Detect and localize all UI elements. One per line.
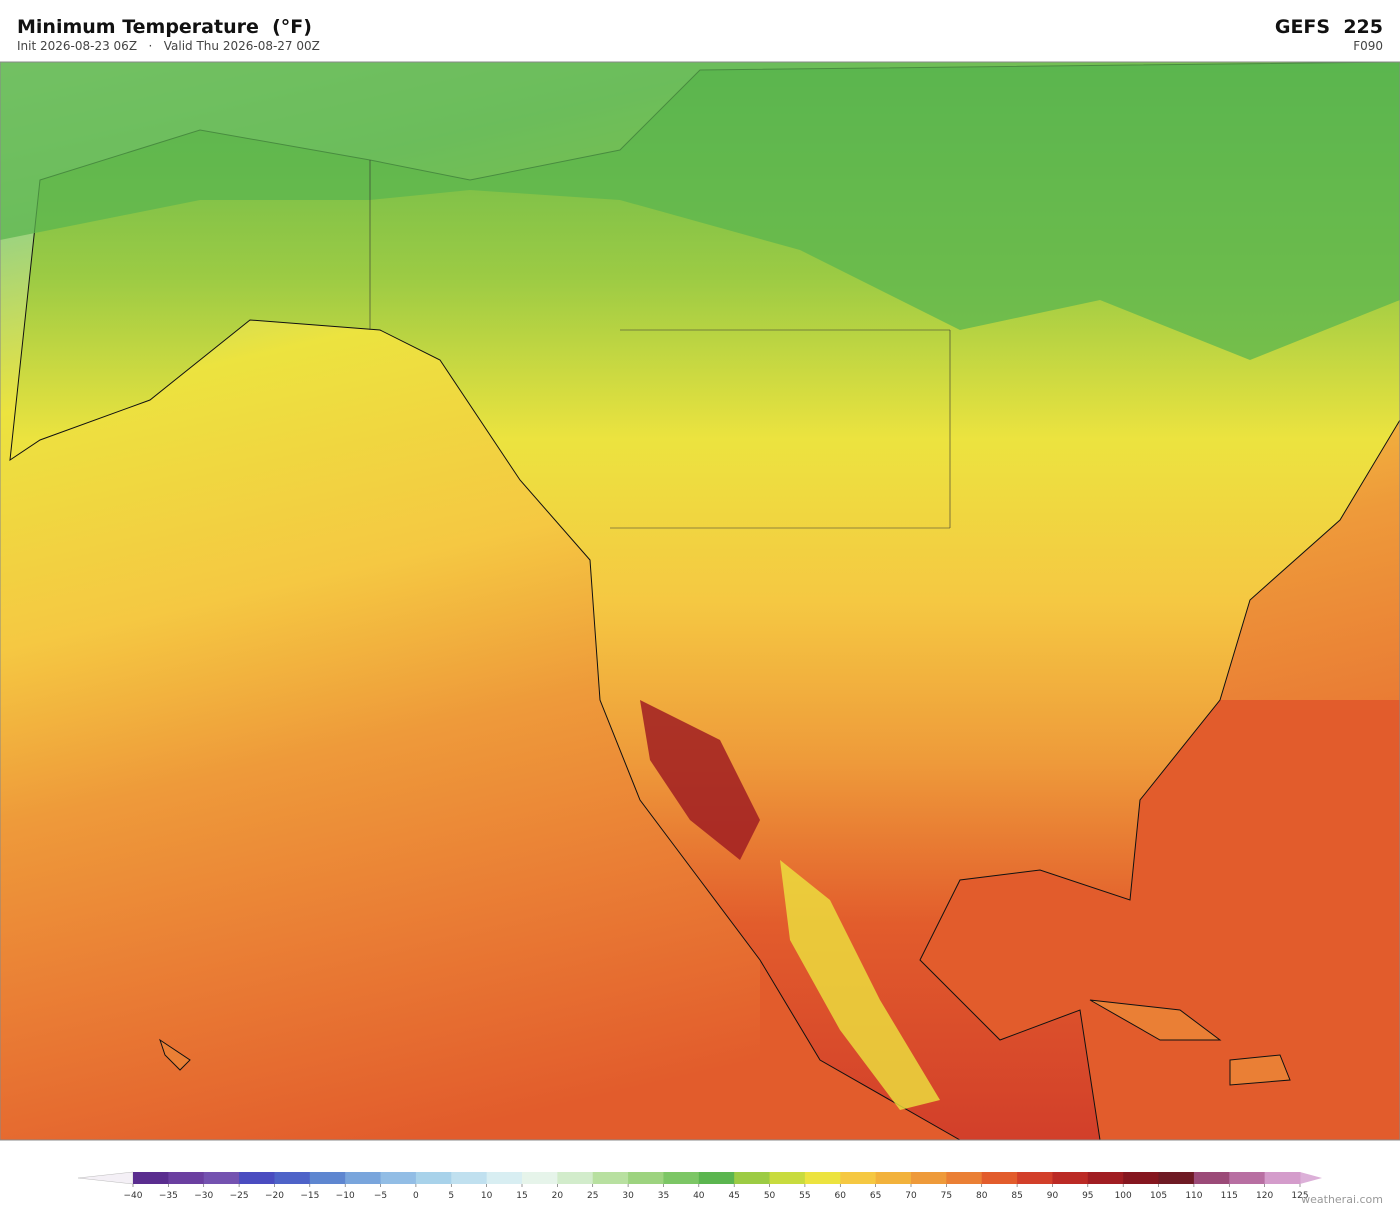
arctic-cool: [0, 62, 1400, 360]
colorbar-bin: [1017, 1172, 1053, 1184]
map-area: [0, 61, 1400, 1141]
colorbar-bin: [734, 1172, 771, 1184]
colorbar-tick-label: 70: [905, 1191, 917, 1201]
colorbar-bin: [1158, 1172, 1195, 1184]
colorbar-bin: [522, 1172, 558, 1184]
colorbar-bin: [309, 1172, 346, 1184]
colorbar-bin: [1052, 1172, 1089, 1184]
colorbar-bin: [840, 1172, 877, 1184]
highland: [780, 860, 940, 1110]
colorbar-tick-label: 20: [552, 1191, 564, 1201]
colorbar-bin: [804, 1172, 841, 1184]
map-subtitle: Init 2026-08-23 06Z · Valid Thu 2026-08-…: [17, 39, 320, 53]
colorbar-tick-label: 45: [728, 1191, 739, 1201]
colorbar: −40 −35 −30 −25 −20 −15 −10 −5 0 5 10 15 20 25 30 35 40 4…: [77, 1171, 1322, 1201]
colorbar-tick-label: 120: [1256, 1191, 1273, 1201]
colorbar-bin: [875, 1172, 912, 1184]
colorbar-tick-label: 5: [448, 1191, 454, 1201]
colorbar-tick-label: 85: [1011, 1191, 1022, 1201]
colorbar-bin: [451, 1172, 488, 1184]
colorbar-bin: [1123, 1172, 1160, 1184]
colorbar-tick-label: 40: [693, 1191, 705, 1201]
colorbar-tick-label: −20: [265, 1191, 284, 1201]
colorbar-over: [1300, 1172, 1322, 1184]
colorbar-tick-label: 90: [1047, 1191, 1059, 1201]
colorbar-tick-label: 110: [1185, 1191, 1202, 1201]
colorbar-bin: [1229, 1172, 1266, 1184]
colorbar-tick-label: −15: [300, 1191, 319, 1201]
colorbar-bin: [946, 1172, 983, 1184]
colorbar-tick-label: 0: [413, 1191, 419, 1201]
islands: [159, 999, 1291, 1086]
colorbar-tick-label: 30: [622, 1191, 634, 1201]
colorbar-tick-label: −5: [374, 1191, 387, 1201]
colorbar-tick-label: 95: [1082, 1191, 1093, 1201]
colorbar-tick-label: −10: [336, 1191, 355, 1201]
colorbar-bin: [557, 1172, 594, 1184]
colorbar-tick-label: 15: [516, 1191, 527, 1201]
colorbar-tick-label: 50: [764, 1191, 776, 1201]
colorbar-bin: [486, 1172, 523, 1184]
colorbar-bin: [663, 1172, 700, 1184]
forecast-hour: F090: [1353, 39, 1383, 53]
colorbar-bin: [1193, 1172, 1230, 1184]
colorbar-bin: [415, 1172, 452, 1184]
colorbar-tick-label: 55: [799, 1191, 810, 1201]
desert-hot: [640, 700, 760, 860]
colorbar-tick-label: −30: [194, 1191, 213, 1201]
colorbar-tick-label: 100: [1115, 1191, 1132, 1201]
colorbar-bin: [133, 1172, 169, 1184]
colorbar-bin: [769, 1172, 806, 1184]
colorbar-tick-label: −35: [159, 1191, 178, 1201]
credit: weatherai.com: [1301, 1193, 1383, 1206]
colorbar-bin: [345, 1172, 382, 1184]
colorbar-bin: [203, 1172, 240, 1184]
colorbar-tick-label: −40: [124, 1191, 143, 1201]
colorbar-tick-label: 10: [481, 1191, 493, 1201]
colorbar-tick-label: 25: [587, 1191, 598, 1201]
model-name: GEFS 225: [1274, 16, 1383, 38]
colorbar-bin: [380, 1172, 417, 1184]
colorbar-bin: [981, 1172, 1018, 1184]
colorbar-tick-label: 105: [1150, 1191, 1167, 1201]
map-title: Minimum Temperature (°F): [17, 16, 312, 38]
colorbar-tick-label: 75: [941, 1191, 952, 1201]
colorbar-bin: [628, 1172, 664, 1184]
colorbar-bin: [274, 1172, 311, 1184]
colorbar-under: [77, 1171, 134, 1185]
colorbar-tick-label: −25: [230, 1191, 249, 1201]
borders: [369, 160, 951, 529]
map-frame: [0, 61, 1400, 1141]
colorbar-bin: [239, 1172, 275, 1184]
colorbar-tick-label: 60: [835, 1191, 847, 1201]
colorbar-tick-label: 35: [658, 1191, 669, 1201]
colorbar-bin: [1087, 1172, 1124, 1184]
colorbar-bin: [592, 1172, 629, 1184]
colorbar-tick-label: 115: [1221, 1191, 1238, 1201]
colorbar-bin: [168, 1172, 205, 1184]
colorbar-tick-label: 125: [1291, 1191, 1308, 1201]
colorbar-tick-label: 65: [870, 1191, 881, 1201]
colorbar-tick-label: 80: [976, 1191, 988, 1201]
colorbar-bin: [698, 1172, 735, 1184]
colorbar-bin: [1264, 1172, 1301, 1184]
colorbar-bin: [911, 1172, 947, 1184]
